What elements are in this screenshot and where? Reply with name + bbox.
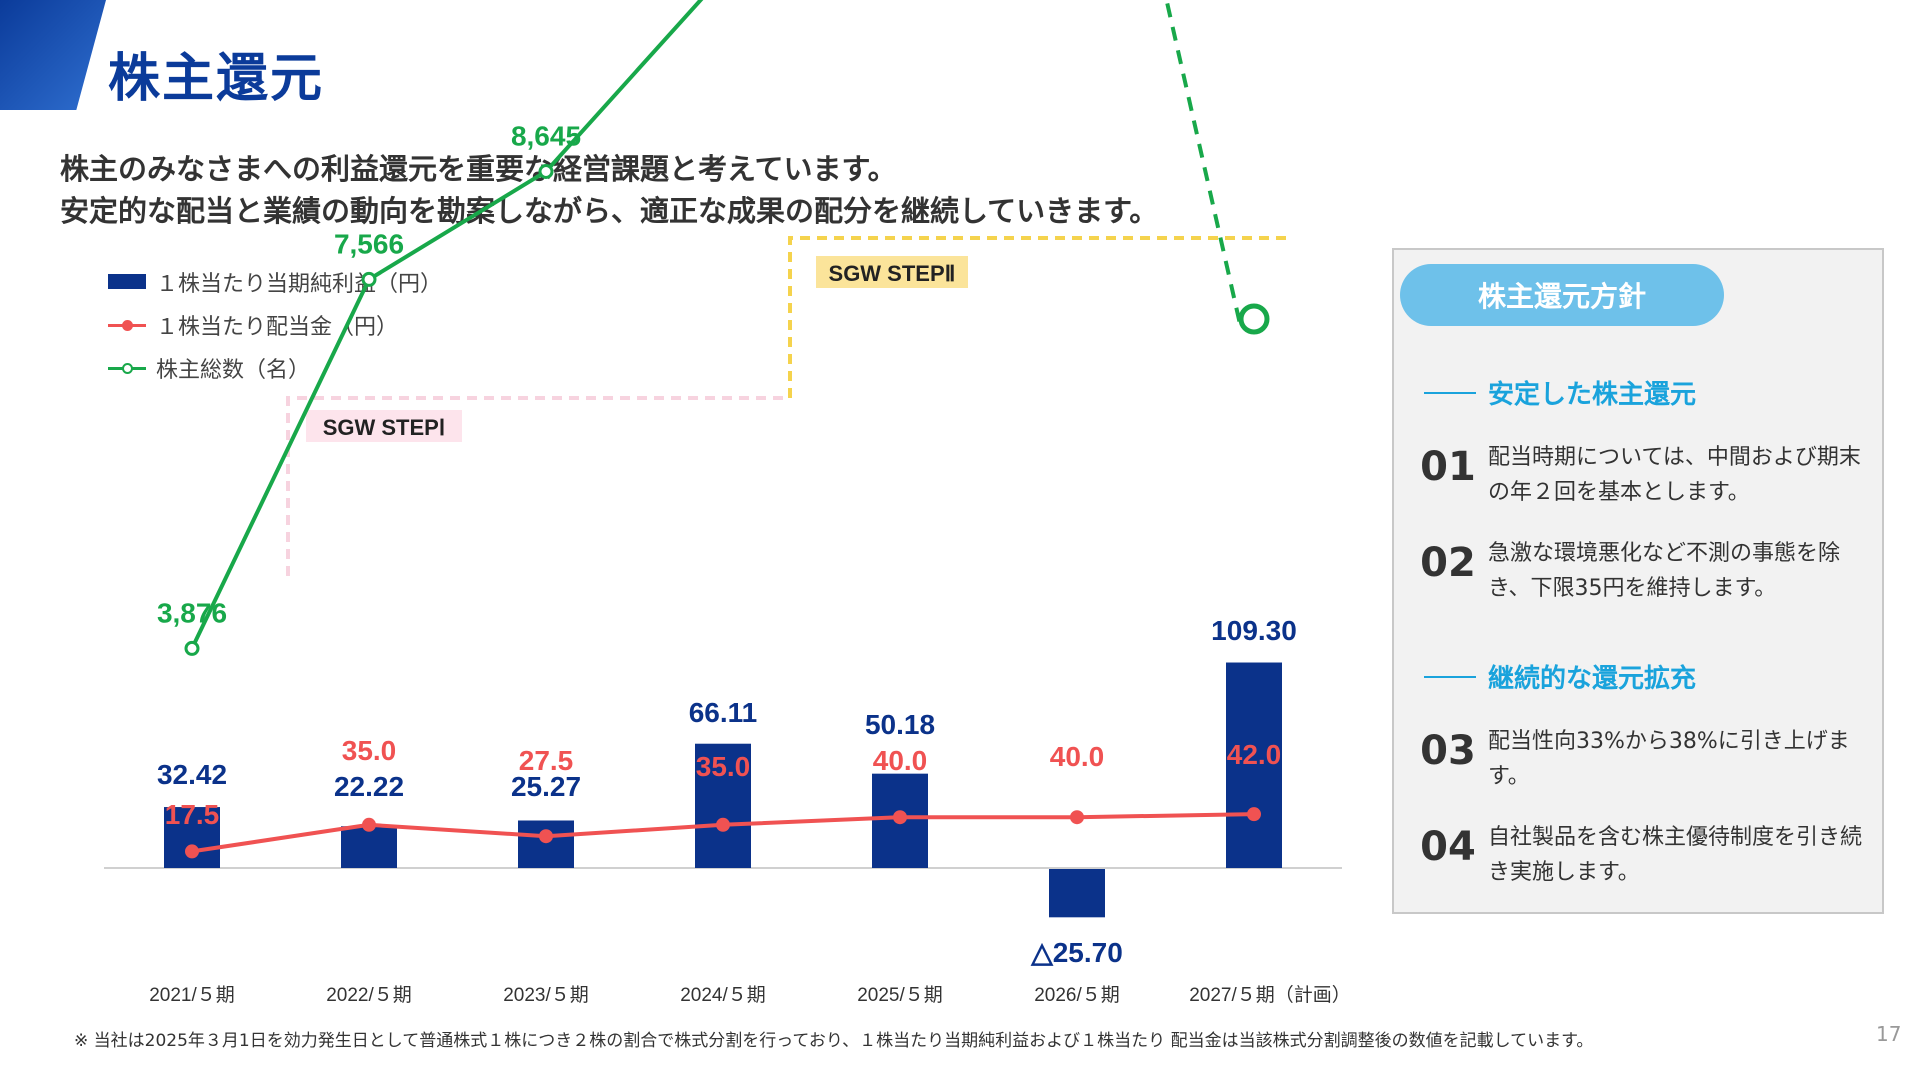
category-label: 2025/５期 <box>857 984 943 1006</box>
dividend-point <box>716 817 730 832</box>
step1-label-bg <box>306 410 462 442</box>
policy-section-title-2: 継続的な還元拡充 <box>1424 658 1696 695</box>
policy-item-text: 自社製品を含む株主優待制度を引き続き実施します。 <box>1488 825 1863 885</box>
eps-bar <box>1049 869 1105 918</box>
eps-data-label: 66.11 <box>689 697 758 728</box>
policy-item-number: 04 <box>1420 824 1476 870</box>
eps-bar <box>695 743 751 868</box>
legend-swatch-dividend <box>108 314 146 336</box>
legend-label-eps: １株当たり当期純利益（円） <box>156 271 443 297</box>
section-title: 安定した株主還元 <box>1488 380 1697 410</box>
eps-data-label: 32.42 <box>157 759 227 790</box>
category-label: 2026/５期 <box>1034 984 1120 1006</box>
category-label: 2024/５期 <box>680 984 766 1006</box>
policy-item-number: 02 <box>1420 540 1476 586</box>
category-label: 2021/５期 <box>149 984 235 1006</box>
policy-item-01: 01 配当時期については、中間および期末の年２回を基本とします。 <box>1408 440 1878 510</box>
footnote: ※ 当社は2025年３月1日を効力発生日として普通株式１株につき２株の割合で株式… <box>74 1031 1594 1051</box>
dividend-data-label: 35.0 <box>696 751 751 782</box>
dividend-point <box>893 810 907 825</box>
policy-item-text: 配当時期については、中間および期末の年２回を基本とします。 <box>1488 445 1861 505</box>
legend-label-shareholders: 株主総数（名） <box>156 357 311 383</box>
shareholders-projected-marker <box>1238 303 1270 335</box>
eps-bar <box>1226 662 1282 868</box>
dividend-point <box>1247 807 1261 822</box>
dividend-point <box>1070 810 1084 825</box>
shareholders-line <box>190 0 704 650</box>
shareholders-data-label: 8,645 <box>511 121 581 152</box>
step1-label: SGW STEPⅠ <box>323 415 446 440</box>
legend-item-shareholders: 株主総数（名） <box>108 346 442 389</box>
eps-bar <box>341 826 397 868</box>
dividend-point <box>362 817 376 832</box>
step2-label: SGW STEPⅡ <box>829 261 956 286</box>
eps-data-label: 22.22 <box>334 771 404 802</box>
section-rule <box>1424 391 1476 394</box>
intro-line-2: 安定的な配当と業績の動向を勘案しながら、適正な成果の配分を継続していきます。 <box>60 194 1159 228</box>
policy-panel: 株主還元方針 安定した株主還元 01 配当時期については、中間および期末の年２回… <box>1392 248 1884 914</box>
eps-data-label: 109.30 <box>1211 615 1297 646</box>
eps-data-label: 25.27 <box>511 771 581 802</box>
chart-legend: １株当たり当期純利益（円） １株当たり配当金（円） 株主総数（名） <box>108 260 442 389</box>
intro-line-1: 株主のみなさまへの利益還元を重要な経営課題と考えています。 <box>60 152 897 186</box>
eps-bar <box>518 820 574 868</box>
shareholders-point <box>538 164 554 179</box>
shareholders-data-label: 3,876 <box>157 597 227 628</box>
shareholders-point <box>184 640 200 656</box>
policy-item-03: 03 配当性向33%から38%に引き上げます。 <box>1408 724 1878 794</box>
dividend-data-label: 42.0 <box>1227 739 1282 770</box>
section-rule <box>1424 675 1476 678</box>
legend-item-eps: １株当たり当期純利益（円） <box>108 260 442 303</box>
policy-heading: 株主還元方針 <box>1400 264 1724 326</box>
step1-boundary <box>286 396 790 576</box>
dividend-point <box>539 829 553 844</box>
category-label: 2023/５期 <box>503 984 589 1006</box>
dividend-data-label: 17.5 <box>165 799 220 830</box>
legend-swatch-eps <box>108 274 146 289</box>
legend-item-dividend: １株当たり配当金（円） <box>108 303 442 346</box>
policy-item-04: 04 自社製品を含む株主優待制度を引き続き実施します。 <box>1408 820 1878 890</box>
legend-swatch-shareholders <box>108 357 146 379</box>
intro-text: 株主のみなさまへの利益還元を重要な経営課題と考えています。 安定的な配当と業績の… <box>60 148 1360 232</box>
shareholders-point <box>361 271 377 287</box>
dividend-point <box>185 844 199 859</box>
category-label: 2027/５期（計画） <box>1189 984 1351 1006</box>
eps-data-label: △25.70 <box>1030 937 1123 968</box>
dividend-data-label: 27.5 <box>519 745 574 776</box>
policy-item-number: 03 <box>1420 728 1476 774</box>
policy-item-number: 01 <box>1420 444 1476 490</box>
dividend-data-label: 40.0 <box>1050 741 1105 772</box>
dividend-data-label: 35.0 <box>342 735 397 766</box>
page-title: 株主還元 <box>108 49 325 109</box>
policy-item-text: 配当性向33%から38%に引き上げます。 <box>1488 729 1850 789</box>
category-label: 2022/５期 <box>326 984 412 1006</box>
step2-label-bg <box>816 256 968 288</box>
policy-section-title-1: 安定した株主還元 <box>1424 374 1696 411</box>
shareholders-data-label: 7,566 <box>334 228 404 259</box>
step2-boundary <box>788 236 1290 398</box>
section-title: 継続的な還元拡充 <box>1488 664 1697 694</box>
policy-item-02: 02 急激な環境悪化など不測の事態を除き、下限35円を維持します。 <box>1408 536 1878 606</box>
page-number: 17 <box>1876 1022 1902 1046</box>
eps-data-label: 50.18 <box>865 709 935 740</box>
shareholders-projection-line <box>1164 0 1242 325</box>
dividend-data-label: 40.0 <box>873 745 928 776</box>
policy-item-text: 急激な環境悪化など不測の事態を除き、下限35円を維持します。 <box>1488 541 1841 601</box>
legend-label-dividend: １株当たり配当金（円） <box>156 314 399 340</box>
